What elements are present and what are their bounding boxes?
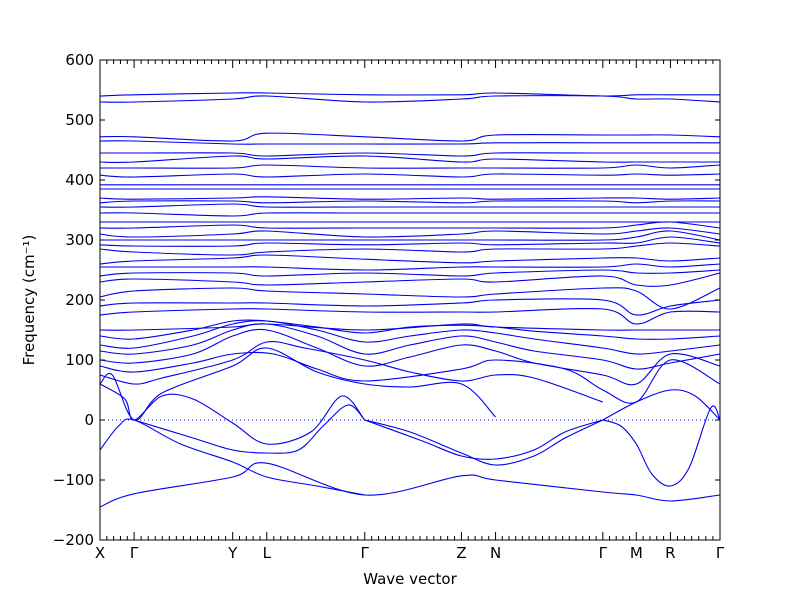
band-line-15	[99, 323, 720, 331]
band-line-18	[99, 287, 721, 310]
band-line-6	[602, 389, 721, 421]
x-tick-label: Γ	[130, 544, 139, 562]
band-line-22	[99, 254, 721, 265]
plot-area	[100, 60, 720, 540]
band-line-10	[99, 351, 721, 404]
band-line-7	[99, 383, 366, 445]
band-line-19	[99, 272, 721, 287]
y-tick-label: 100	[65, 351, 94, 369]
y-tick-label: −200	[53, 531, 94, 549]
band-line-20	[99, 269, 721, 277]
band-line-32	[99, 196, 721, 200]
band-line-2	[133, 404, 366, 454]
x-tick-label: L	[263, 544, 272, 562]
band-line-16	[99, 307, 721, 325]
x-tick-label: Γ	[361, 544, 370, 562]
x-tick-label: Z	[456, 544, 466, 562]
band-line-24	[99, 236, 721, 247]
band-line-36	[100, 164, 721, 169]
band-line-14	[99, 319, 721, 340]
y-tick-label: 500	[65, 111, 94, 129]
band-line-41	[99, 95, 721, 103]
band-line-11	[99, 328, 721, 386]
y-axis-label-unit: (cm⁻¹)	[20, 235, 38, 284]
x-tick-label: Y	[227, 544, 238, 562]
band-line-27	[99, 221, 721, 229]
band-line-4	[364, 419, 603, 460]
band-line-26	[99, 227, 721, 238]
band-line-31	[99, 200, 721, 204]
y-tick-label: 200	[65, 291, 94, 309]
y-axis-label: Frequency (cm⁻¹)	[20, 235, 38, 366]
y-tick-label: 0	[84, 411, 94, 429]
y-tick-label: −100	[53, 471, 94, 489]
band-line-37	[99, 155, 720, 163]
band-line-35	[99, 173, 721, 178]
band-line-9	[99, 341, 604, 403]
band-line-40	[99, 132, 721, 142]
band-line-21	[99, 263, 721, 271]
x-tick-label: X	[95, 544, 105, 562]
band-line-3	[364, 419, 604, 466]
x-axis-label: Wave vector	[363, 570, 457, 588]
band-line-12	[99, 323, 721, 370]
band-line-0	[99, 462, 721, 508]
band-line-23	[99, 242, 721, 256]
band-line-5	[602, 405, 721, 487]
x-tick-label: Γ	[599, 544, 608, 562]
band-line-39	[99, 140, 720, 145]
band-line-1	[99, 418, 365, 496]
x-tick-label: R	[665, 544, 675, 562]
band-line-25	[100, 230, 721, 241]
y-tick-label: 400	[65, 171, 94, 189]
band-line-30	[99, 203, 720, 208]
y-tick-label: 300	[65, 231, 94, 249]
band-line-29	[99, 212, 720, 217]
band-line-13	[99, 320, 721, 355]
y-tick-label: 600	[65, 51, 94, 69]
x-tick-label: Γ	[716, 544, 725, 562]
band-line-8	[99, 347, 496, 421]
y-axis-label-text: Frequency	[20, 288, 38, 366]
band-line-38	[100, 152, 720, 157]
x-tick-label: M	[630, 544, 643, 562]
x-tick-label: N	[490, 544, 501, 562]
band-line-42	[99, 92, 720, 97]
band-line-17	[99, 298, 721, 316]
